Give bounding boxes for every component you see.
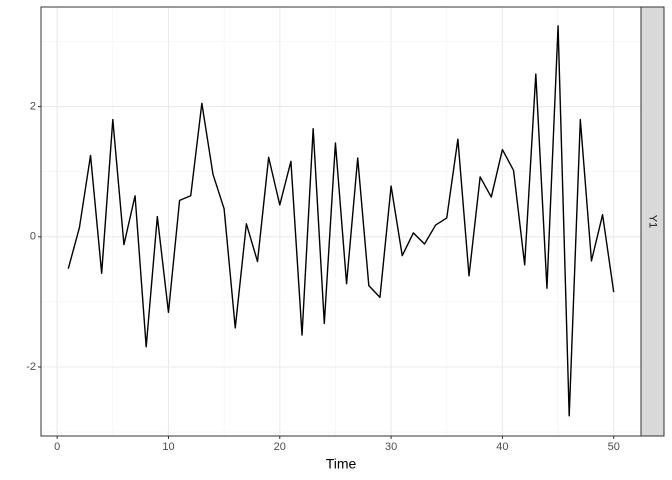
x-tick-label: 20 bbox=[274, 441, 286, 453]
plot-area bbox=[67, 25, 615, 417]
x-tick-label: 10 bbox=[162, 441, 174, 453]
grid bbox=[41, 7, 641, 436]
x-tick-label: 50 bbox=[608, 441, 620, 453]
x-tick-label: 30 bbox=[385, 441, 397, 453]
line bbox=[67, 25, 615, 417]
x-tick-label: 0 bbox=[54, 441, 60, 453]
y-tick-label: 0 bbox=[30, 231, 36, 243]
x-axis-title: Time bbox=[326, 456, 357, 472]
x-tick-label: 40 bbox=[496, 441, 508, 453]
strip-label: Y1 bbox=[647, 215, 659, 228]
y-tick-label: 2 bbox=[30, 101, 36, 113]
y-tick-label: -2 bbox=[26, 361, 36, 373]
facet-strip bbox=[640, 6, 665, 437]
